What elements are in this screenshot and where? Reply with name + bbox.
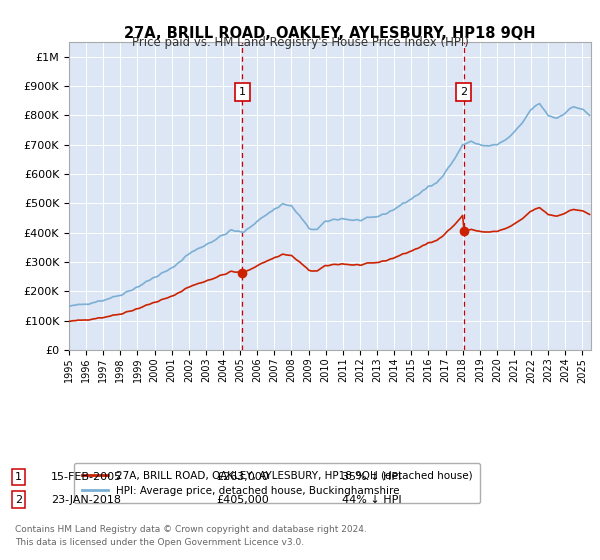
Text: 1: 1	[239, 87, 246, 97]
Text: Price paid vs. HM Land Registry's House Price Index (HPI): Price paid vs. HM Land Registry's House …	[131, 36, 469, 49]
Text: 2: 2	[460, 87, 467, 97]
Text: Contains HM Land Registry data © Crown copyright and database right 2024.
This d: Contains HM Land Registry data © Crown c…	[15, 525, 367, 547]
Text: £263,000: £263,000	[216, 472, 269, 482]
Text: £405,000: £405,000	[216, 494, 269, 505]
Text: 2: 2	[15, 494, 22, 505]
Legend: 27A, BRILL ROAD, OAKLEY, AYLESBURY, HP18 9QH (detached house), HPI: Average pric: 27A, BRILL ROAD, OAKLEY, AYLESBURY, HP18…	[74, 463, 480, 503]
Text: 15-FEB-2005: 15-FEB-2005	[51, 472, 122, 482]
Title: 27A, BRILL ROAD, OAKLEY, AYLESBURY, HP18 9QH: 27A, BRILL ROAD, OAKLEY, AYLESBURY, HP18…	[124, 26, 536, 41]
Text: 44% ↓ HPI: 44% ↓ HPI	[342, 494, 401, 505]
Text: 23-JAN-2018: 23-JAN-2018	[51, 494, 121, 505]
Text: 1: 1	[15, 472, 22, 482]
Text: 35% ↓ HPI: 35% ↓ HPI	[342, 472, 401, 482]
